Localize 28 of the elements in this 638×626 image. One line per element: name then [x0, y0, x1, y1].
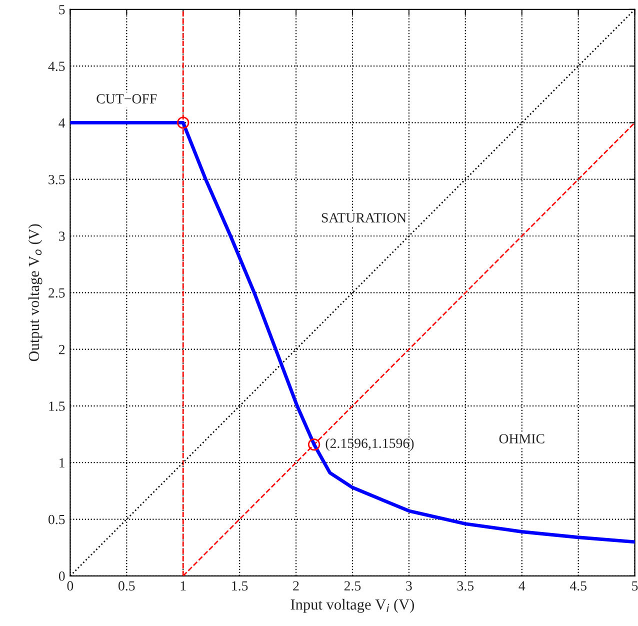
y-tick-label: 0: [58, 572, 65, 581]
x-tick-label: 4.5: [570, 581, 586, 591]
annotation: (2.1596,1.1596): [326, 438, 414, 451]
x-tick-label: 2.5: [344, 581, 361, 591]
annotation: OHMIC: [499, 434, 544, 444]
annotation: CUT−OFF: [96, 94, 157, 104]
x-tick-label: 2: [293, 581, 299, 590]
y-tick-label: 1: [60, 458, 64, 468]
x-tick-label: 0: [67, 581, 74, 591]
y-tick-label: 3.5: [48, 174, 65, 184]
y-tick-label: 3: [59, 232, 65, 241]
y-tick-label: 0.5: [48, 514, 65, 524]
x-tick-label: 1.5: [232, 581, 248, 591]
x-tick-label: 4: [518, 581, 526, 590]
y-axis-title: Output voltage V$_{o}$ (V): [28, 224, 42, 362]
x-tick-label: 5: [632, 581, 638, 591]
x-tick-label: 0.5: [118, 581, 135, 591]
x-axis-title: Input voltage V$_{i}$ (V): [290, 598, 414, 613]
y-tick-label: 1.5: [49, 402, 65, 411]
y-tick-label: 4: [58, 118, 66, 128]
annotation: SATURATION: [322, 213, 406, 222]
y-tick-label: 2.5: [48, 288, 65, 298]
y-tick-label: 5: [59, 5, 65, 14]
x-tick-label: 1: [180, 581, 186, 590]
x-tick-label: 3: [406, 581, 412, 591]
x-tick-label: 3.5: [457, 581, 474, 591]
y-tick-label: 2: [58, 344, 65, 354]
y-tick-label: 4.5: [48, 62, 65, 72]
